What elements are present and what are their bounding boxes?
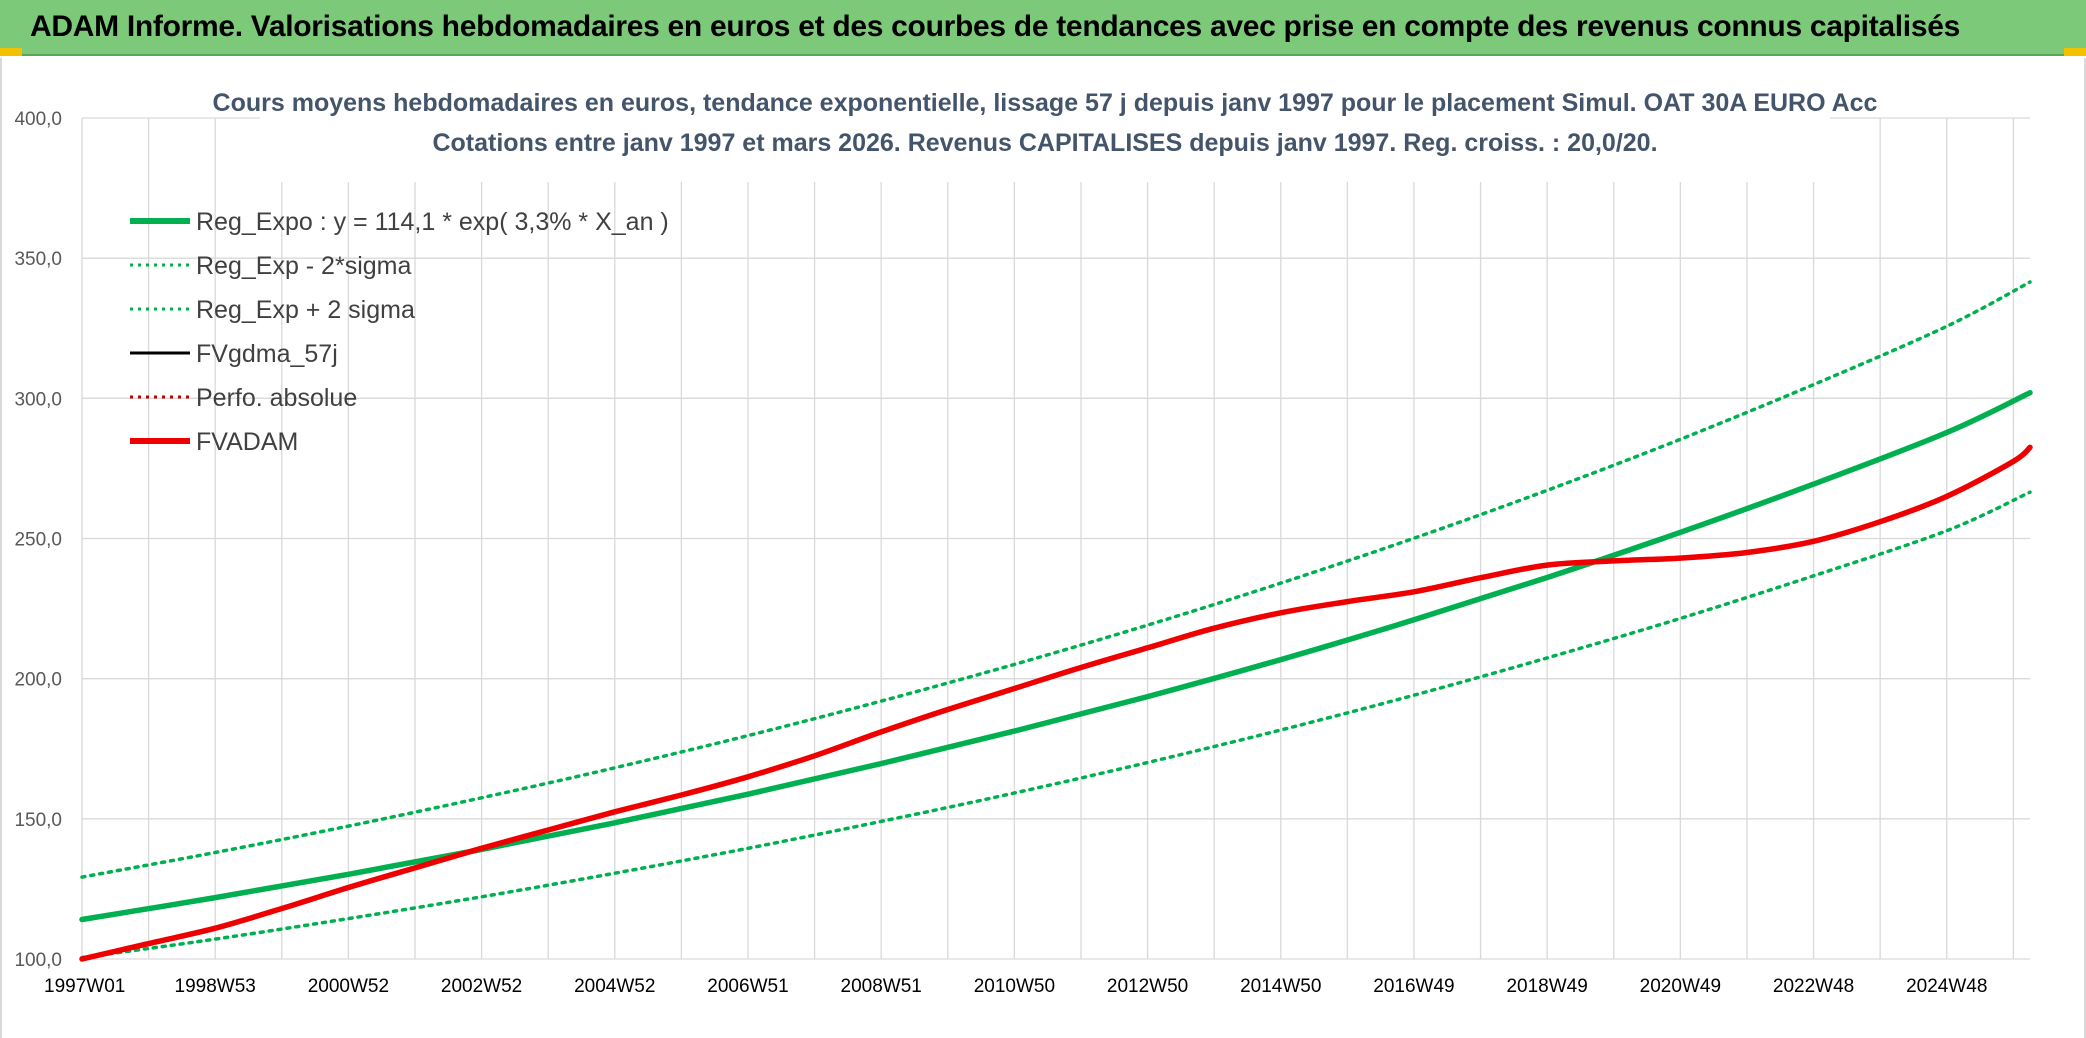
legend-label: FVgdma_57j: [196, 340, 338, 368]
title-background: [260, 78, 1830, 182]
series-reg-exp-2-sigma: [80, 490, 2032, 960]
series-fvadam: [79, 444, 2033, 962]
x-tick-label: 2024W48: [1906, 976, 1987, 997]
y-axis: 100,0 150,0 200,0 250,0 300,0 350,0 400,0: [14, 109, 62, 971]
legend-label: Perfo. absolue: [196, 384, 357, 412]
legend-label: Reg_Exp - 2*sigma: [196, 252, 411, 280]
chart-legend: Reg_Expo : y = 114,1 * exp( 3,3% * X_an …: [130, 208, 669, 456]
y-tick-label: 250,0: [14, 530, 62, 551]
legend-label: Reg_Expo : y = 114,1 * exp( 3,3% * X_an …: [196, 208, 669, 236]
y-tick-label: 400,0: [14, 109, 62, 130]
x-tick-label: 2020W49: [1640, 976, 1721, 997]
x-tick-label: 2006W51: [707, 976, 788, 997]
legend-label: FVADAM: [196, 428, 298, 456]
x-tick-label: 2012W50: [1107, 976, 1188, 997]
series-reg-exp-2-sigma: [80, 280, 2032, 879]
line-chart: 100,0 150,0 200,0 250,0 300,0 350,0 400,0 1997…: [14, 78, 2033, 997]
legend-label: Reg_Exp + 2 sigma: [196, 296, 415, 324]
x-tick-label: 1998W53: [175, 976, 256, 997]
chart-area: 100,0 150,0 200,0 250,0 300,0 350,0 400,0 1997…: [0, 58, 2086, 1038]
chart-title-line1: Cours moyens hebdomadaires en euros, ten…: [213, 89, 1878, 117]
x-tick-label: 1997W01: [44, 976, 125, 997]
x-tick-label: 2014W50: [1240, 976, 1321, 997]
x-tick-label: 2016W49: [1373, 976, 1454, 997]
banner-title: ADAM Informe. Valorisations hebdomadaire…: [30, 10, 1961, 43]
y-tick-label: 300,0: [14, 389, 62, 410]
report-banner: ADAM Informe. Valorisations hebdomadaire…: [0, 0, 2086, 56]
x-tick-label: 2008W51: [841, 976, 922, 997]
y-tick-label: 350,0: [14, 249, 62, 270]
banner-corner-left: [0, 48, 22, 56]
banner-corner-right: [2064, 48, 2086, 56]
series-layer: [79, 280, 2033, 962]
x-tick-label: 2018W49: [1506, 976, 1587, 997]
horizontal-gridlines: [82, 117, 2030, 960]
chart-title-line2: Cotations entre janv 1997 et mars 2026. …: [432, 129, 1657, 157]
x-tick-label: 2002W52: [441, 976, 522, 997]
chart-title: Cours moyens hebdomadaires en euros, ten…: [213, 78, 1878, 182]
y-tick-label: 200,0: [14, 670, 62, 691]
x-tick-label: 2010W50: [974, 976, 1055, 997]
x-tick-label: 2004W52: [574, 976, 655, 997]
x-tick-label: 2022W48: [1773, 976, 1854, 997]
y-tick-label: 100,0: [14, 950, 62, 971]
x-tick-label: 2000W52: [308, 976, 389, 997]
x-axis: 1997W01 1998W53 2000W52 2002W52 2004W52 2006W…: [44, 976, 1987, 997]
y-tick-label: 150,0: [14, 810, 62, 831]
series-reg-expo: [79, 389, 2033, 923]
